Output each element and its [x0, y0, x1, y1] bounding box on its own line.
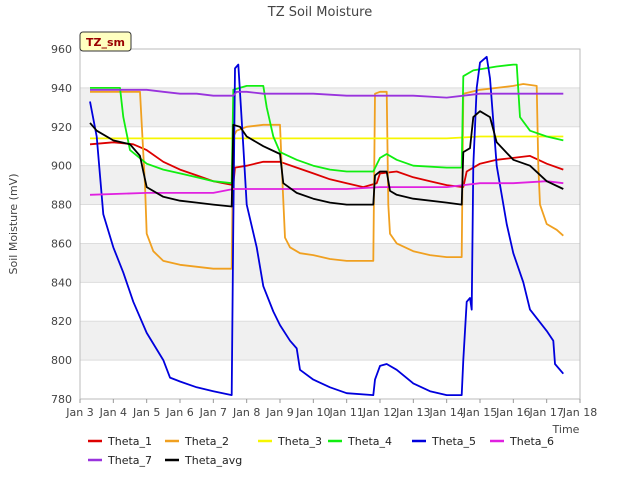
- y-tick-860: 860: [51, 237, 72, 250]
- legend-label-theta-6: Theta_6: [509, 435, 554, 448]
- y-tick-labels: 780 800 820 840 860 880 900 920 940 960: [51, 43, 72, 406]
- legend-label-theta-2: Theta_2: [184, 435, 229, 448]
- x-tick-3: Jan 3: [65, 406, 93, 419]
- plot-frame: [79, 48, 581, 400]
- band-800-820: [80, 321, 580, 361]
- series-line-theta-1: [89, 141, 564, 189]
- series-line-theta-5: [89, 55, 564, 397]
- x-tick-12: Jan 12: [362, 406, 397, 419]
- x-tick-4: Jan 4: [99, 406, 127, 419]
- station-badge: TZ_sm: [79, 31, 132, 52]
- y-axis-label: Soil Moisture (mV): [7, 174, 20, 275]
- x-tick-14: Jan 14: [428, 406, 463, 419]
- x-tick-labels: Jan 3 Jan 4 Jan 5 Jan 6 Jan 7 Jan 8 Jan 9 Jan 1…: [65, 399, 597, 419]
- band-840-860: [80, 243, 580, 283]
- y-tick-960: 960: [51, 43, 72, 56]
- band-860-880: [80, 204, 580, 244]
- x-tick-10: Jan 10: [295, 406, 330, 419]
- legend-label-theta-avg: Theta_avg: [184, 454, 242, 467]
- x-axis-label: Time: [552, 423, 580, 436]
- x-tick-9: Jan 9: [265, 406, 293, 419]
- y-tick-920: 920: [51, 121, 72, 134]
- legend-label-theta-4: Theta_4: [347, 435, 392, 448]
- y-tick-800: 800: [51, 354, 72, 367]
- x-tick-11: Jan 11: [328, 406, 363, 419]
- x-tick-15: Jan 15: [462, 406, 497, 419]
- series-line-theta-7: [90, 88, 564, 99]
- y-tick-780: 780: [51, 393, 72, 406]
- legend-label-theta-1: Theta_1: [107, 435, 152, 448]
- station-badge-label: TZ_sm: [86, 36, 125, 49]
- y-tick-840: 840: [51, 276, 72, 289]
- band-880-900: [80, 165, 580, 205]
- y-tick-900: 900: [51, 160, 72, 173]
- series-line-theta-2: [90, 83, 564, 270]
- series-lines: [89, 55, 564, 397]
- chart-title: TZ Soil Moisture: [267, 5, 373, 20]
- x-tick-13: Jan 13: [395, 406, 430, 419]
- station-badge-box: [79, 31, 132, 52]
- x-tick-8: Jan 8: [232, 406, 260, 419]
- legend-label-theta-3: Theta_3: [277, 435, 322, 448]
- series-line-theta-6: [89, 180, 564, 196]
- y-tick-820: 820: [51, 315, 72, 328]
- x-tick-17: Jan 17: [528, 406, 563, 419]
- x-tick-16: Jan 16: [495, 406, 530, 419]
- x-tick-18: Jan 18: [562, 406, 597, 419]
- x-tick-6: Jan 6: [165, 406, 193, 419]
- legend-label-theta-7: Theta_7: [107, 454, 152, 467]
- series-line-theta-4: [90, 63, 564, 185]
- band-820-840: [80, 282, 580, 322]
- y-tick-940: 940: [51, 82, 72, 95]
- legend-label-theta-5: Theta_5: [431, 435, 476, 448]
- x-tick-5: Jan 5: [132, 406, 160, 419]
- band-900-920: [80, 126, 580, 166]
- band-780-800: [80, 360, 580, 399]
- legend: Theta_1 Theta_2 Theta_3 Theta_4 Theta_5 Theta…: [88, 435, 554, 467]
- plot-background-bands: [80, 49, 580, 399]
- y-tick-880: 880: [51, 199, 72, 212]
- series-line-theta-avg: [89, 110, 564, 208]
- x-tick-7: Jan 7: [199, 406, 227, 419]
- band-940-960: [80, 49, 580, 88]
